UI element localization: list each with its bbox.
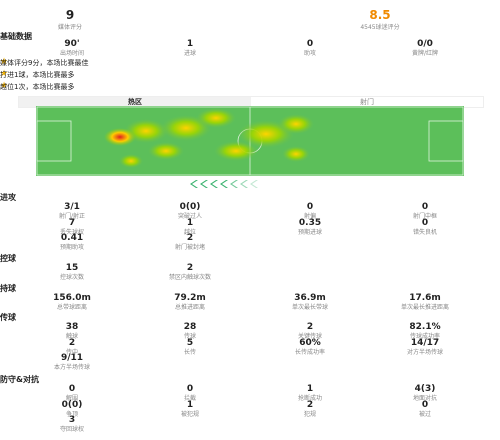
stat-label: 抢断成功 [297, 395, 322, 402]
stat-value: 0(0) [179, 202, 201, 212]
highlight: 越位1次，本场比赛最多 [0, 83, 75, 91]
stat-label: 单次最长推进距离 [400, 304, 449, 311]
stat-label: 被过 [418, 410, 431, 418]
stat-label: 射偏 [303, 213, 316, 220]
highlight: 媒体评分9分，本场比赛最佳 [0, 59, 89, 67]
stat-value: 38 [65, 322, 79, 332]
stat-label: 出场时间 [59, 50, 84, 57]
stat-value: 4(3) [414, 384, 436, 394]
stat-label: 触球 [65, 333, 78, 340]
stat-value: 2 [186, 233, 194, 243]
section-title: 进攻 [0, 193, 16, 202]
stat-value: 2 [306, 322, 314, 332]
stat-value: 1 [186, 399, 194, 410]
stat-value: 28 [183, 322, 197, 332]
stat-label: 解围 [65, 395, 78, 402]
section-title: 持球 [0, 284, 16, 293]
stat-value: 82.1% [409, 322, 441, 332]
rating-label: 媒体评分 [57, 24, 82, 31]
stat-value: 0 [186, 384, 194, 394]
stat-value: 3 [68, 415, 76, 425]
stat-value: 90' [64, 39, 80, 49]
direction-arrows [190, 180, 258, 188]
rating-value: 9 [65, 8, 75, 22]
stat-value: 0 [306, 202, 314, 212]
stat-label: 进球 [183, 50, 196, 57]
stat-label: 长传成功率 [294, 348, 325, 356]
stat-value: 0(0) [61, 399, 83, 410]
stat-value: 0.35 [298, 217, 322, 228]
stat-label: 对方半场传球 [406, 348, 443, 356]
stat-value: 60% [299, 337, 321, 348]
stat-value: 2 [306, 399, 314, 410]
stat-label: 错失良机 [412, 228, 437, 236]
tab[interactable]: 射门 [360, 98, 374, 106]
stat-label: 传球成功率 [409, 333, 440, 340]
stat-label: 禁区内触球次数 [168, 274, 211, 281]
stat-value: 17.6m [409, 293, 441, 303]
stat-label: 射门/射正 [58, 213, 86, 220]
rating-value: 8.5 [369, 8, 391, 22]
stat-value: 79.2m [174, 293, 206, 303]
star-icon: ★ [0, 57, 9, 67]
stat-label: 传中 [65, 348, 78, 356]
stat-value: 0/0 [417, 39, 433, 49]
section-title: 传球 [0, 313, 16, 322]
stat-label: 传球 [183, 333, 196, 340]
stat-value: 0 [306, 39, 314, 49]
stat-label: 越位 [183, 228, 196, 236]
stat-label: 拦截 [183, 395, 196, 402]
stat-value: 156.0m [53, 293, 91, 303]
section-title: 基础数据 [0, 32, 32, 41]
stat-label: 本方半场传球 [53, 364, 90, 371]
stat-value: 15 [65, 263, 79, 273]
section-title: 控球 [0, 254, 16, 263]
stat-value: 9/11 [60, 353, 84, 363]
stat-value: 0.41 [60, 233, 84, 243]
stat-label: 争顶 [65, 410, 78, 418]
stat-value: 0 [421, 217, 429, 228]
stat-value: 1 [186, 217, 194, 228]
tab[interactable]: 热区 [19, 97, 251, 107]
stat-value: 1 [186, 39, 194, 49]
stat-label: 犯规 [303, 410, 316, 418]
stat-value: 2 [68, 337, 76, 348]
stat-value: 3/1 [64, 202, 80, 212]
stat-label: 射门被封堵 [174, 244, 205, 251]
stat-value: 14/17 [410, 337, 440, 348]
stat-label: 地面对抗 [412, 395, 437, 402]
stat-label: 关键传球 [297, 333, 322, 340]
section-title: 防守&对抗 [0, 375, 39, 384]
stat-label: 突破过人 [177, 213, 202, 220]
star-icon: ★ [0, 69, 9, 79]
star-icon: ★ [0, 81, 9, 91]
stat-value: 36.9m [294, 293, 326, 303]
stat-label: 长传 [183, 348, 196, 356]
stat-label: 被犯规 [180, 410, 199, 418]
highlight: 打进1球，本场比赛最多 [0, 71, 75, 79]
stat-value: 5 [186, 337, 194, 348]
stat-label: 丢失球权 [59, 228, 84, 236]
stat-label: 预期进球 [297, 228, 322, 236]
rating-label: 4545球迷评分 [360, 24, 400, 31]
stat-value: 7 [68, 217, 76, 228]
stat-label: 单次最长带球 [291, 304, 328, 311]
stat-value: 0 [68, 384, 76, 394]
heatmap [36, 106, 464, 176]
stat-value: 1 [306, 384, 314, 394]
stat-label: 射门中框 [412, 213, 437, 220]
stat-label: 黄牌/红牌 [411, 50, 439, 57]
stat-label: 夺回球权 [59, 426, 84, 433]
stat-label: 预期助攻 [59, 244, 84, 251]
stat-label: 助攻 [303, 50, 316, 57]
stat-value: 2 [186, 263, 194, 273]
stat-value: 0 [421, 202, 429, 212]
stat-label: 总带球距离 [56, 304, 87, 311]
stat-value: 0 [421, 399, 429, 410]
stat-label: 总推进距离 [174, 304, 205, 311]
stat-label: 控球次数 [59, 274, 84, 281]
